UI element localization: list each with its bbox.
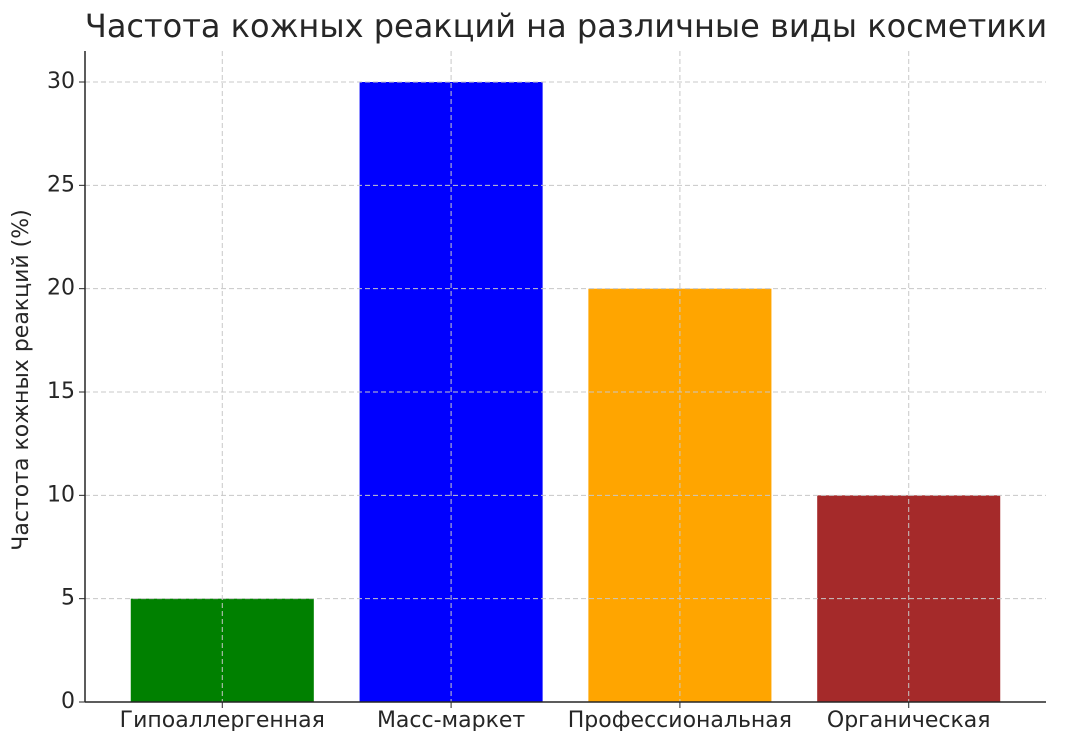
chart-title: Частота кожных реакций на различные виды… <box>85 7 1047 45</box>
y-axis-label: Частота кожных реакций (%) <box>9 209 34 550</box>
y-tick-label: 30 <box>47 69 75 94</box>
y-tick-label: 15 <box>47 379 75 404</box>
y-tick-label: 5 <box>61 586 75 611</box>
x-tick-label: Органическая <box>827 708 991 731</box>
x-tick-label: Масс-маркет <box>377 708 525 731</box>
y-tick-label: 0 <box>61 689 75 714</box>
y-tick-label: 20 <box>47 276 75 301</box>
y-tick-label: 25 <box>47 172 75 197</box>
x-tick-label: Профессиональная <box>568 708 792 731</box>
x-tick-label: Гипоаллергенная <box>120 708 325 731</box>
y-tick-label: 10 <box>47 482 75 507</box>
